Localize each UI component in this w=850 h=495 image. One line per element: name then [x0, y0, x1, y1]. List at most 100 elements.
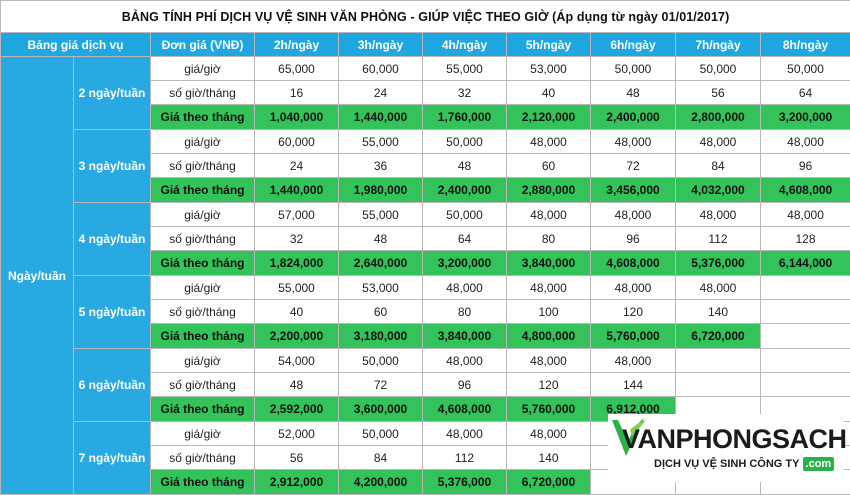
cell-hours: 48 — [591, 81, 676, 105]
group-label: 3 ngày/tuần — [74, 130, 151, 203]
cell-rate: 50,000 — [761, 57, 850, 81]
cell-rate: 48,000 — [423, 276, 507, 300]
cell-rate: 55,000 — [423, 57, 507, 81]
logo-slogan-text: DỊCH VỤ VỆ SINH CÔNG TY — [654, 458, 799, 470]
row-label-monthly: Giá theo tháng — [151, 397, 255, 422]
cell-rate: 54,000 — [255, 349, 339, 373]
side-label: Ngày/tuần — [1, 57, 74, 495]
cell-rate: 65,000 — [255, 57, 339, 81]
cell-monthly: 2,880,000 — [507, 178, 591, 203]
cell-monthly: 5,760,000 — [591, 324, 676, 349]
row-label-rate: giá/giờ — [151, 422, 255, 446]
cell-rate: 50,000 — [591, 57, 676, 81]
cell-monthly: 2,120,000 — [507, 105, 591, 130]
cell-monthly: 2,400,000 — [591, 105, 676, 130]
header-unit-price: Đơn giá (VNĐ) — [151, 33, 255, 57]
cell-hours: 48 — [255, 373, 339, 397]
cell-rate: 55,000 — [255, 276, 339, 300]
cell-monthly: 2,400,000 — [423, 178, 507, 203]
empty-cell — [761, 300, 850, 324]
row-label-hours: số giờ/tháng — [151, 227, 255, 251]
cell-hours: 80 — [423, 300, 507, 324]
row-label-hours: số giờ/tháng — [151, 446, 255, 470]
row-label-monthly: Giá theo tháng — [151, 178, 255, 203]
header-6h: 6h/ngày — [591, 33, 676, 57]
cell-rate: 55,000 — [339, 203, 423, 227]
header-row: Bảng giá dịch vụ Đơn giá (VNĐ) 2h/ngày 3… — [1, 33, 850, 57]
cell-rate: 50,000 — [339, 349, 423, 373]
cell-rate: 48,000 — [507, 349, 591, 373]
title-row: BẢNG TÍNH PHÍ DỊCH VỤ VỆ SINH VĂN PHÒNG … — [1, 1, 850, 33]
cell-hours: 72 — [591, 154, 676, 178]
logo-name: VANPHONGSACH — [622, 424, 847, 455]
cell-monthly: 3,600,000 — [339, 397, 423, 422]
cell-rate: 48,000 — [507, 422, 591, 446]
cell-monthly: 3,840,000 — [423, 324, 507, 349]
cell-hours: 64 — [423, 227, 507, 251]
cell-rate: 48,000 — [761, 130, 850, 154]
row-label-monthly: Giá theo tháng — [151, 324, 255, 349]
cell-monthly: 6,144,000 — [761, 251, 850, 276]
cell-hours: 32 — [255, 227, 339, 251]
table-title: BẢNG TÍNH PHÍ DỊCH VỤ VỆ SINH VĂN PHÒNG … — [1, 1, 850, 33]
cell-rate: 55,000 — [339, 130, 423, 154]
cell-rate: 48,000 — [591, 203, 676, 227]
cell-rate: 50,000 — [339, 422, 423, 446]
cell-rate: 53,000 — [339, 276, 423, 300]
empty-cell — [761, 276, 850, 300]
cell-monthly: 5,760,000 — [507, 397, 591, 422]
cell-hours: 100 — [507, 300, 591, 324]
cell-rate: 48,000 — [591, 130, 676, 154]
row-label-monthly: Giá theo tháng — [151, 105, 255, 130]
header-5h: 5h/ngày — [507, 33, 591, 57]
empty-cell — [761, 349, 850, 373]
cell-hours: 144 — [591, 373, 676, 397]
cell-monthly: 4,032,000 — [676, 178, 761, 203]
cell-hours: 36 — [339, 154, 423, 178]
row-label-hours: số giờ/tháng — [151, 154, 255, 178]
cell-monthly: 3,200,000 — [761, 105, 850, 130]
cell-rate: 50,000 — [423, 130, 507, 154]
group-label: 7 ngày/tuần — [74, 422, 151, 495]
empty-cell — [761, 373, 850, 397]
cell-rate: 53,000 — [507, 57, 591, 81]
cell-hours: 120 — [507, 373, 591, 397]
header-8h: 8h/ngày — [761, 33, 850, 57]
cell-monthly: 2,592,000 — [255, 397, 339, 422]
cell-rate: 48,000 — [761, 203, 850, 227]
row-label-hours: số giờ/tháng — [151, 300, 255, 324]
cell-hours: 80 — [507, 227, 591, 251]
cell-monthly: 6,720,000 — [507, 470, 591, 495]
cell-monthly: 3,200,000 — [423, 251, 507, 276]
cell-monthly: 1,980,000 — [339, 178, 423, 203]
cell-hours: 40 — [507, 81, 591, 105]
row-label-rate: giá/giờ — [151, 57, 255, 81]
cell-monthly: 6,720,000 — [676, 324, 761, 349]
cell-hours: 56 — [255, 446, 339, 470]
cell-rate: 48,000 — [676, 276, 761, 300]
cell-monthly: 2,800,000 — [676, 105, 761, 130]
cell-monthly: 5,376,000 — [676, 251, 761, 276]
cell-monthly: 2,200,000 — [255, 324, 339, 349]
group-label: 2 ngày/tuần — [74, 57, 151, 130]
row-label-hours: số giờ/tháng — [151, 373, 255, 397]
cell-hours: 72 — [339, 373, 423, 397]
header-4h: 4h/ngày — [423, 33, 507, 57]
cell-monthly: 1,440,000 — [339, 105, 423, 130]
cell-monthly: 4,608,000 — [591, 251, 676, 276]
header-2h: 2h/ngày — [255, 33, 339, 57]
empty-cell — [676, 373, 761, 397]
cell-rate: 48,000 — [507, 276, 591, 300]
cell-hours: 84 — [676, 154, 761, 178]
cell-monthly: 3,840,000 — [507, 251, 591, 276]
header-service: Bảng giá dịch vụ — [1, 33, 151, 57]
row-label-rate: giá/giờ — [151, 203, 255, 227]
cell-monthly: 4,200,000 — [339, 470, 423, 495]
cell-monthly: 3,180,000 — [339, 324, 423, 349]
brand-logo: VANPHONGSACH DỊCH VỤ VỆ SINH CÔNG TY .co… — [608, 414, 844, 482]
cell-rate: 60,000 — [339, 57, 423, 81]
